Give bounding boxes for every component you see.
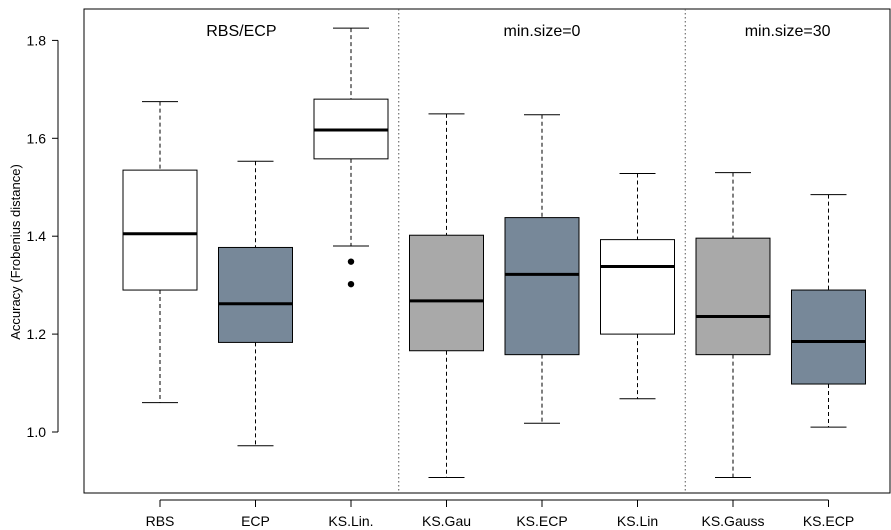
iqr-box <box>218 246 293 343</box>
y-tick-label: 1.6 <box>27 130 47 146</box>
x-tick-label: KS.Lin <box>617 513 658 529</box>
x-tick-label: KS.Gau <box>422 513 471 529</box>
axes: 1.0 1.2 1.4 1.6 1.8 RBS ECP KS.Lin. KS.Gau KS.ECP… <box>27 32 855 529</box>
iqr-box <box>600 239 675 335</box>
box-5 <box>504 114 580 424</box>
y-tick-label: 1.4 <box>27 228 47 244</box>
boxes <box>122 27 866 479</box>
outlier-point <box>347 280 355 288</box>
box-7 <box>695 172 771 479</box>
box-8 <box>791 194 866 428</box>
iqr-box <box>504 217 580 356</box>
x-tick-label: ECP <box>241 513 270 529</box>
outlier-point <box>347 258 355 265</box>
iqr-box <box>122 169 198 291</box>
box-4 <box>409 113 484 479</box>
panel-title: RBS/ECP <box>206 23 276 40</box>
x-tick-label: RBS <box>146 513 175 529</box>
panel-title: min.size=30 <box>745 23 831 40</box>
iqr-box <box>695 237 771 356</box>
x-tick-label: KS.ECP <box>516 513 567 529</box>
box-3 <box>313 27 389 288</box>
box-2 <box>218 160 293 447</box>
box-1 <box>122 101 198 404</box>
plot-frame <box>83 8 891 494</box>
iqr-box <box>409 234 484 352</box>
y-tick-label: 1.8 <box>27 32 47 48</box>
y-axis-label: Accuracy (Frobenius distance) <box>8 164 23 340</box>
y-tick-label: 1.2 <box>27 326 47 342</box>
box-6 <box>600 173 675 400</box>
iqr-box <box>791 289 866 385</box>
x-tick-label: KS.ECP <box>803 513 854 529</box>
x-tick-label: KS.Gauss <box>701 513 764 529</box>
panel-title: min.size=0 <box>504 23 581 40</box>
y-tick-label: 1.0 <box>27 424 47 440</box>
x-tick-label: KS.Lin. <box>328 513 373 529</box>
panels: RBS/ECP min.size=0 min.size=30 <box>206 9 831 493</box>
